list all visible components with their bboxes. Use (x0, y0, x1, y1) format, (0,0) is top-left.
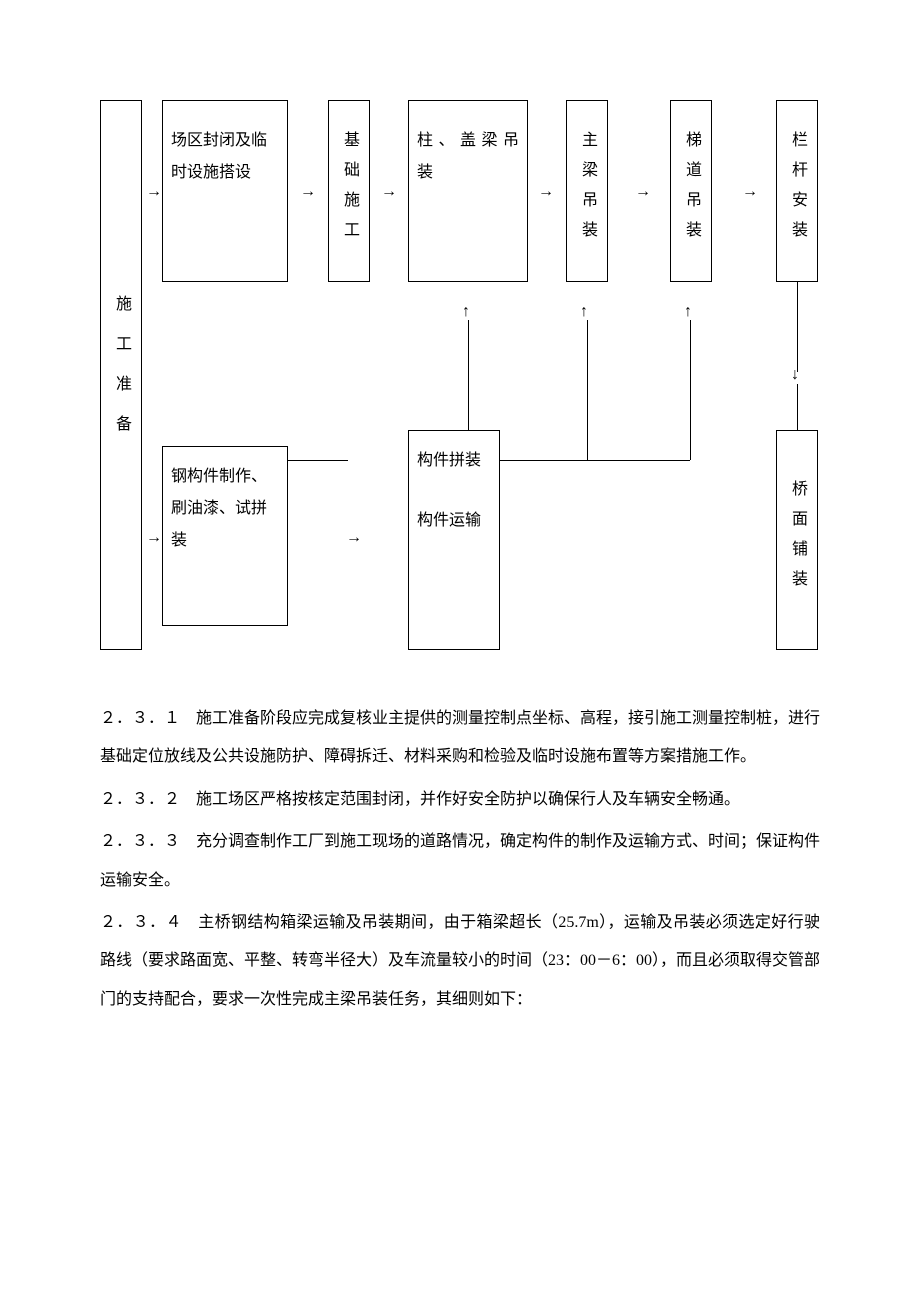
para-2-3-3: ２．３．３ 充分调查制作工厂到施工现场的道路情况，确定构件的制作及运输方式、时间… (100, 823, 820, 900)
flow-node-rail: 栏杆安装 (776, 100, 818, 282)
para-2-3-1: ２．３．１ 施工准备阶段应完成复核业主提供的测量控制点坐标、高程，接引施工测量控… (100, 700, 820, 777)
connector (468, 320, 469, 430)
connector (587, 320, 588, 460)
arrow: → (146, 184, 162, 200)
arrow: ↑ (462, 304, 470, 320)
paragraph-block: ２．３．１ 施工准备阶段应完成复核业主提供的测量控制点坐标、高程，接引施工测量控… (100, 700, 820, 1019)
node-label: 栏杆安装 (781, 131, 813, 251)
node-label: 钢构件制作、刷油漆、试拼装 (171, 461, 279, 557)
flow-node-deck: 桥面铺装 (776, 430, 818, 650)
arrow: ↓ (791, 367, 799, 383)
flow-node-assem: 构件拼装构件运输 (408, 430, 500, 650)
flow-node-stair: 梯道吊装 (670, 100, 712, 282)
flow-node-beam: 主梁吊装 (566, 100, 608, 282)
para-2-3-4: ２．３．４ 主桥钢结构箱梁运输及吊装期间，由于箱梁超长（25.7m），运输及吊装… (100, 904, 820, 1019)
arrow: → (635, 184, 651, 200)
para-2-3-2: ２．３．２ 施工场区严格按核定范围封闭，并作好安全防护以确保行人及车辆安全畅通。 (100, 781, 820, 819)
node-label: 桥面铺装 (781, 480, 813, 600)
flow-node-found: 基础施工 (328, 100, 370, 282)
arrow: → (300, 184, 316, 200)
arrow: → (742, 184, 758, 200)
arrow: → (146, 530, 162, 546)
arrow: → (346, 530, 362, 546)
node-label: 主梁吊装 (571, 131, 603, 251)
node-label: 柱、盖梁吊 装 (417, 125, 519, 189)
node-label: 场区封闭及临时设施搭设 (171, 125, 279, 189)
connector (288, 460, 348, 461)
node-label: 构件运输 (417, 505, 481, 537)
node-label: 梯道吊装 (675, 131, 707, 251)
flow-node-column: 柱、盖梁吊 装 (408, 100, 528, 282)
node-label: 施工准备 (105, 295, 137, 455)
arrow: ↑ (684, 304, 692, 320)
flow-node-steel: 钢构件制作、刷油漆、试拼装 (162, 446, 288, 626)
flow-node-site: 场区封闭及临时设施搭设 (162, 100, 288, 282)
flowchart: 施工准备 场区封闭及临时设施搭设 基础施工 柱、盖梁吊 装 主梁吊装 梯道吊装 栏杆安装钢构… (100, 100, 820, 660)
node-label: 基础施工 (333, 131, 365, 251)
connector (500, 460, 690, 461)
connector (797, 384, 798, 430)
arrow: → (381, 184, 397, 200)
arrow: ↑ (580, 304, 588, 320)
arrow: → (538, 184, 554, 200)
flow-node-prep: 施工准备 (100, 100, 142, 650)
node-label: 构件拼装 (417, 445, 481, 477)
connector (797, 282, 798, 372)
connector (690, 320, 691, 460)
